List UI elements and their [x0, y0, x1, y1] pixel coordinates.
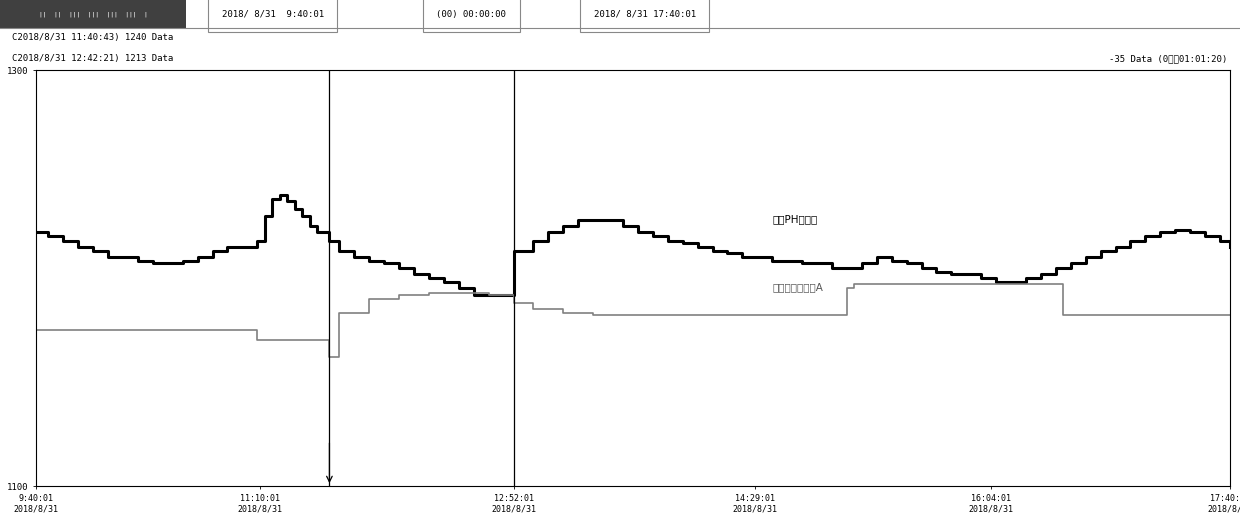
- Text: -35 Data (0天：01:01:20): -35 Data (0天：01:01:20): [1110, 54, 1228, 63]
- Text: 2018/ 8/31  9:40:01: 2018/ 8/31 9:40:01: [222, 9, 324, 18]
- Text: ||  ||  |||  |||  |||  |||  |: || || ||| ||| ||| ||| |: [38, 11, 148, 17]
- Text: 石灰自动给定量A: 石灰自动给定量A: [773, 282, 823, 292]
- Text: C2018/8/31 12:42:21) 1213 Data: C2018/8/31 12:42:21) 1213 Data: [12, 54, 174, 63]
- Text: 原矿PH値曲线: 原矿PH値曲线: [773, 214, 817, 224]
- Bar: [0, 0, 186, 28]
- Text: 2018/ 8/31 17:40:01: 2018/ 8/31 17:40:01: [594, 9, 696, 18]
- Text: (00) 00:00:00: (00) 00:00:00: [436, 9, 506, 18]
- Text: C2018/8/31 11:40:43) 1240 Data: C2018/8/31 11:40:43) 1240 Data: [12, 33, 174, 42]
